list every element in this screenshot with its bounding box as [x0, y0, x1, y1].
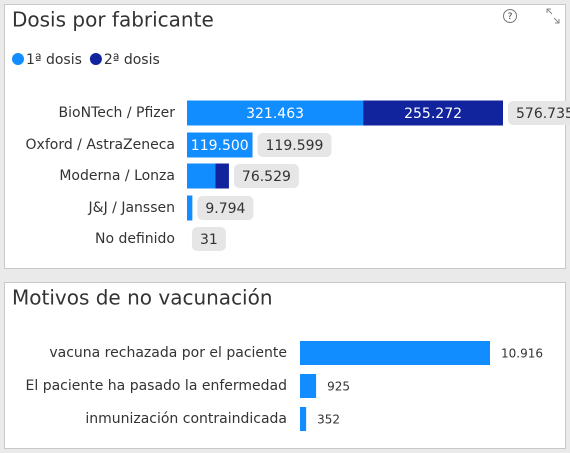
legend-label: 1ª dosis: [26, 52, 82, 68]
total-pill: [197, 196, 254, 220]
category-label: BioNTech / Pfizer: [59, 105, 176, 121]
total-pill: [233, 164, 299, 188]
value-label: 10.916: [501, 347, 543, 361]
panel: [4, 282, 566, 449]
category-label: No definido: [95, 231, 175, 247]
value-label: 352: [317, 413, 340, 427]
bar-segment: [187, 132, 253, 158]
legend-marker: [89, 53, 102, 65]
chart-title: Motivos de no vacunación: [12, 286, 273, 310]
total-pill: [257, 133, 332, 157]
total-pill: [192, 227, 226, 251]
total-label: 9.794: [205, 201, 245, 217]
category-label: J&J / Janssen: [88, 200, 175, 216]
bar: [300, 341, 490, 365]
bar-segment: [187, 163, 216, 189]
help-icon[interactable]: ?: [503, 9, 517, 23]
bar: [300, 374, 317, 398]
expand-icon[interactable]: [546, 8, 560, 24]
bar-segment: [187, 195, 193, 221]
total-label: 576.735: [516, 106, 570, 122]
category-label: inmunización contraindicada: [85, 411, 287, 427]
total-pill: [508, 101, 570, 125]
total-label: 31: [200, 232, 218, 248]
category-label: El paciente ha pasado la enfermedad: [26, 378, 287, 394]
chart-title: Dosis por fabricante: [12, 8, 214, 32]
value-label: 925: [327, 380, 350, 394]
bar-segment: [363, 100, 503, 126]
total-label: 76.529: [242, 169, 291, 185]
bar-segment: [187, 100, 364, 126]
category-label: vacuna rechazada por el paciente: [49, 345, 287, 361]
bar-segment: [215, 163, 229, 189]
category-label: Oxford / AstraZeneca: [26, 137, 175, 153]
value-label: 321.463: [246, 106, 304, 122]
total-label: 119.599: [266, 138, 324, 154]
value-label: 255.272: [404, 106, 462, 122]
legend-marker: [12, 53, 24, 65]
category-label: Moderna / Lonza: [59, 168, 175, 184]
value-label: 119.500: [191, 138, 249, 154]
svg-text:?: ?: [508, 12, 513, 22]
bar: [300, 407, 307, 431]
legend-label: 2ª dosis: [104, 52, 160, 68]
